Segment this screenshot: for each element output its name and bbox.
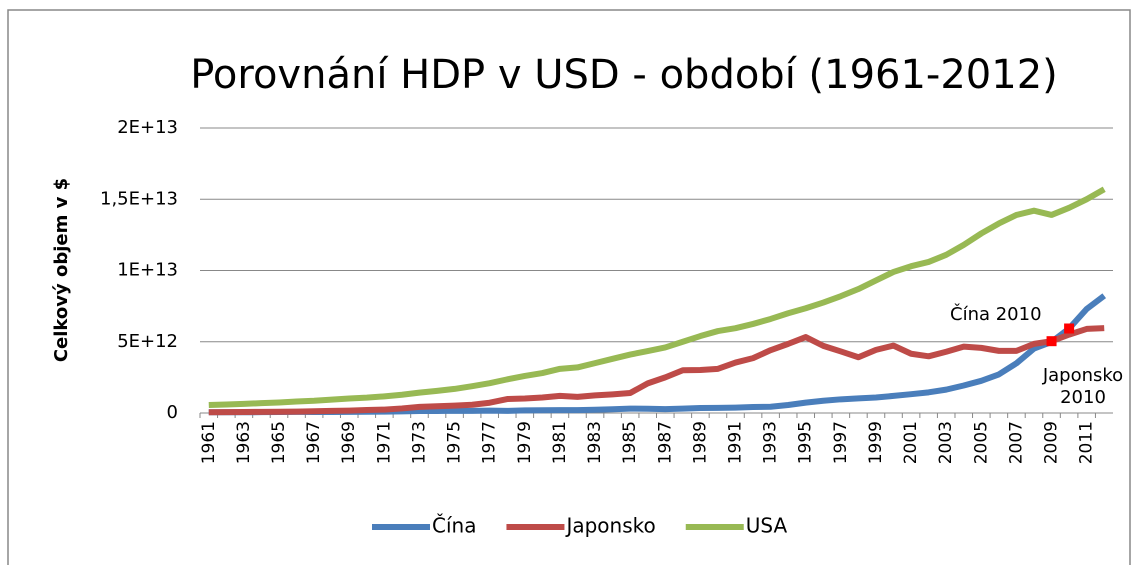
x-tick-label: 1963 [234, 421, 254, 464]
x-tick-label: 1967 [304, 421, 324, 464]
y-tick-label: 1,5E+13 [100, 188, 178, 209]
y-tick-label: 2E+13 [117, 117, 178, 138]
x-tick-label: 1961 [199, 421, 219, 464]
legend-label: Čína [432, 514, 476, 538]
x-tick-label: 1987 [655, 421, 675, 464]
chart-title: Porovnání HDP v USD - období (1961-2012) [190, 52, 1058, 98]
annotation-marker [1064, 323, 1075, 334]
series-line [208, 186, 1106, 409]
x-tick-label: 1965 [269, 421, 289, 464]
x-tick-label: 1989 [690, 421, 710, 464]
x-tick-label: 2005 [971, 421, 991, 464]
y-tick-label: 1E+13 [117, 260, 178, 281]
x-tick-label: 2003 [936, 421, 956, 464]
annotation-marker [1046, 336, 1057, 347]
x-tick-label: 1973 [409, 421, 429, 464]
x-tick-label: 2011 [1077, 421, 1097, 464]
annotation: Japonsko 2010 [1042, 365, 1124, 408]
x-tick-label: 1969 [339, 421, 359, 464]
x-tick-label: 1983 [585, 421, 605, 464]
x-tick-label: 1991 [726, 421, 746, 464]
annotation: Čína 2010 [950, 304, 1042, 325]
legend-label: Japonsko [564, 514, 655, 538]
y-axis-label: Celkový objem v $ [51, 178, 72, 362]
y-tick-label: 0 [167, 402, 178, 423]
x-tick-label: 1977 [480, 421, 500, 464]
x-tick-label: 1999 [866, 421, 886, 464]
x-tick-label: 1981 [550, 421, 570, 464]
chart-frame [7, 9, 1131, 565]
x-tick-label: 2007 [1006, 421, 1026, 464]
x-tick-label: 1997 [831, 421, 851, 464]
x-tick-label: 2009 [1042, 421, 1062, 464]
x-tick-label: 1993 [761, 421, 781, 464]
y-tick-label: 5E+12 [117, 331, 178, 352]
x-tick-label: 1995 [796, 421, 816, 464]
x-tick-label: 1975 [445, 421, 465, 464]
legend-label: USA [746, 514, 788, 538]
x-tick-label: 2001 [901, 421, 921, 464]
series-line [208, 325, 1105, 416]
x-tick-label: 1985 [620, 421, 640, 464]
x-tick-label: 1971 [374, 421, 394, 464]
x-tick-label: 1979 [515, 421, 535, 464]
